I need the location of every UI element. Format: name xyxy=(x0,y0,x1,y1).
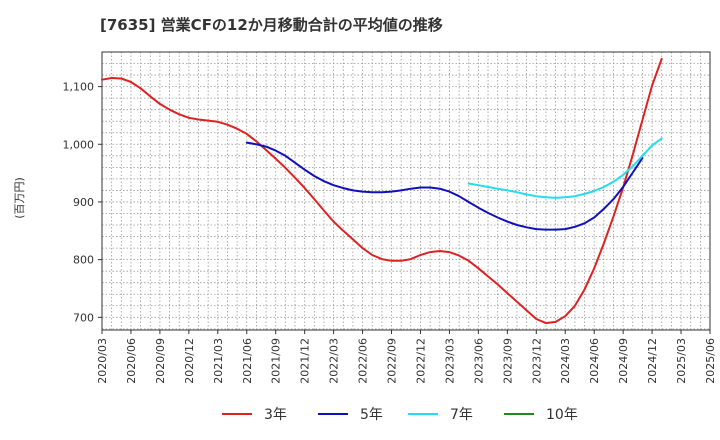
series-line xyxy=(245,141,644,231)
legend-label: 5年 xyxy=(360,407,383,423)
x-tick-label: 2021/03 xyxy=(212,338,225,384)
plot-frame xyxy=(101,51,711,331)
x-tick-label: 2024/12 xyxy=(646,338,659,384)
y-tick-label: 1,000 xyxy=(63,138,95,151)
x-tick-label: 2020/09 xyxy=(154,338,167,384)
chart-title: [7635] 営業CFの12か月移動合計の平均値の推移 xyxy=(100,16,443,34)
x-tick-label: 2022/12 xyxy=(414,338,427,384)
series-line xyxy=(467,137,663,199)
y-tick-label: 800 xyxy=(73,254,94,267)
x-tick-label: 2024/06 xyxy=(588,338,601,384)
x-tick-label: 2025/03 xyxy=(675,338,688,384)
x-tick-label: 2020/12 xyxy=(183,338,196,384)
series-line xyxy=(101,57,663,325)
x-tick-label: 2021/06 xyxy=(241,338,254,384)
y-tick-label: 1,100 xyxy=(63,81,95,94)
x-tick-label: 2023/09 xyxy=(501,338,514,384)
x-tick-label: 2022/03 xyxy=(328,338,341,384)
y-tick-label: 700 xyxy=(73,311,94,324)
x-tick-label: 2024/09 xyxy=(617,338,630,384)
x-tick-label: 2022/09 xyxy=(386,338,399,384)
x-tick-label: 2023/06 xyxy=(472,338,485,384)
x-tick-label: 2020/03 xyxy=(96,338,109,384)
x-tick-label: 2020/06 xyxy=(125,338,138,384)
x-tick-label: 2021/12 xyxy=(299,338,312,384)
legend-label: 3年 xyxy=(264,407,287,423)
x-tick-label: 2022/06 xyxy=(357,338,370,384)
x-tick-label: 2023/03 xyxy=(443,338,456,384)
x-tick-label: 2025/06 xyxy=(704,338,717,384)
x-tick-label: 2023/12 xyxy=(530,338,543,384)
legend-label: 7年 xyxy=(450,407,473,423)
legend-label: 10年 xyxy=(546,407,578,423)
x-tick-label: 2021/09 xyxy=(270,338,283,384)
y-tick-label: 900 xyxy=(73,196,94,209)
x-tick-label: 2024/03 xyxy=(559,338,572,384)
